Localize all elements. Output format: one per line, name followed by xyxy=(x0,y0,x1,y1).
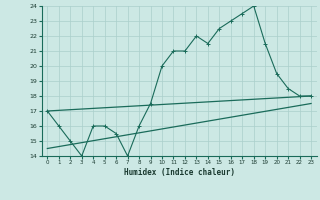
X-axis label: Humidex (Indice chaleur): Humidex (Indice chaleur) xyxy=(124,168,235,177)
